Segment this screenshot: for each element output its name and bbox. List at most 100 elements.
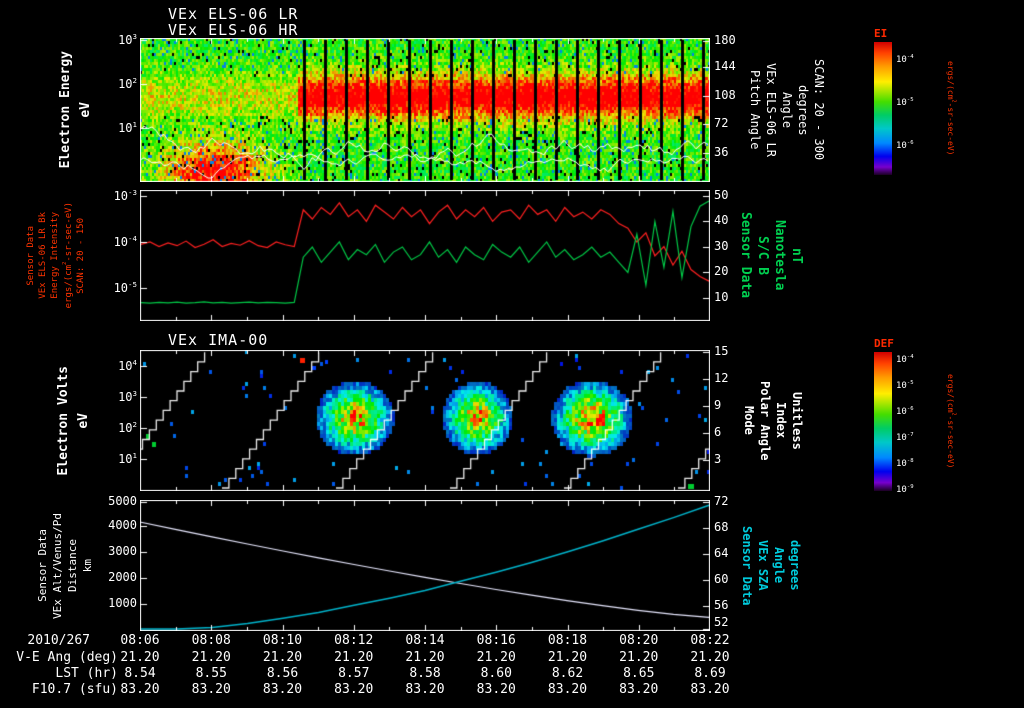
els-left-axis-label-line: Electron Energy <box>58 51 73 169</box>
footer-value: 83.20 <box>547 682 588 697</box>
footer-value: 8.57 <box>338 666 370 681</box>
alt-right-axis-tick: 60 <box>714 572 729 586</box>
ima-left-axis-label-line: eV <box>76 412 91 429</box>
alt-right-axis-label-line: Sensor Data <box>740 525 754 606</box>
time-label: 08:08 <box>191 633 231 648</box>
time-label: 08:10 <box>262 633 303 648</box>
footer-value: 83.20 <box>120 682 160 697</box>
els-right-axis-label-line: VEx ELS-06 LR <box>764 63 778 157</box>
xaxis-date: 2010/267 <box>27 633 90 648</box>
mag-left-axis-label-line: Energy Intensity <box>50 212 60 299</box>
alt-right-axis-tick: 56 <box>714 598 729 612</box>
footer-value: 8.56 <box>266 666 299 681</box>
footer-value: 21.20 <box>547 650 588 665</box>
els-left-axis-label-line: eV <box>78 102 93 118</box>
els-colorbar-title: EI <box>874 27 888 40</box>
title-ima: VEx IMA-00 <box>168 331 269 349</box>
footer-value: 8.54 <box>124 666 156 681</box>
footer-value: 21.20 <box>120 650 160 665</box>
mag-right-axis-tick: 40 <box>714 213 729 227</box>
mag-left-axis-label-line: Sensor Data <box>26 225 36 286</box>
alt-left-axis-label-line: Distance <box>66 539 79 592</box>
els-left-axis-tick: 103 <box>118 32 137 47</box>
ima-right-axis-label: Mode Polar Angle Index Unitless <box>742 350 804 491</box>
title-els-lr: VEx ELS-06 LR <box>168 5 299 23</box>
ima-left-axis-tick: 102 <box>118 420 137 435</box>
footer-value: 8.55 <box>195 666 227 681</box>
els-spectrogram-canvas <box>140 38 710 182</box>
ima-colorbar-tick: 10-5 <box>896 380 914 391</box>
footer-value: 21.20 <box>191 650 231 665</box>
footer-value: 21.20 <box>690 650 730 665</box>
footer-value: 21.20 <box>262 650 303 665</box>
mag-right-axis-tick: 10 <box>714 290 729 304</box>
els-right-axis-tick: 108 <box>714 88 736 102</box>
ima-spectrogram-canvas <box>140 350 710 491</box>
els-right-axis-label-line: degrees <box>796 84 810 136</box>
footer-value: 8.65 <box>623 666 655 681</box>
els-colorbar-tick: 10-5 <box>896 97 914 108</box>
footer-value: 21.20 <box>334 650 374 665</box>
footer-value: 83.20 <box>476 682 516 697</box>
ima-right-axis-tick: 9 <box>714 398 722 412</box>
ima-colorbar-title: DEF <box>874 337 894 350</box>
mag-right-axis-tick: 20 <box>714 264 729 278</box>
alt-right-axis-tick: 64 <box>714 546 729 560</box>
els-right-axis-label-line: Pitch Angle <box>748 70 762 150</box>
mag-right-axis-label: Sensor Data S/C B Nanotesla nT <box>738 190 804 321</box>
ima-left-axis-tick: 101 <box>118 451 137 466</box>
footer-value: 83.20 <box>334 682 374 697</box>
ima-colorbar-tick: 10-9 <box>896 484 914 495</box>
els-left-axis-tick: 102 <box>118 76 137 91</box>
ima-colorbar-tick: 10-7 <box>896 432 914 443</box>
title-els-hr: VEx ELS-06 HR <box>168 21 299 39</box>
time-label: 08:18 <box>547 633 588 648</box>
footer-value: 21.20 <box>619 650 659 665</box>
ima-left-axis-label: Electron Volts eV <box>56 350 91 491</box>
mag-left-axis-label-line: VEx ELS-06 LR Bk <box>38 212 48 299</box>
ima-colorbar <box>874 352 892 491</box>
mag-right-axis-label-line: nT <box>789 247 804 264</box>
alt-right-axis-tick: 72 <box>714 494 729 508</box>
footer-value: 83.20 <box>690 682 730 697</box>
ima-right-axis-label-line: Polar Angle <box>758 380 772 461</box>
ima-right-axis-label-line: Unitless <box>790 391 804 450</box>
ima-colorbar-tick: 10-4 <box>896 354 914 365</box>
alt-right-axis-tick: 52 <box>714 615 729 629</box>
els-right-axis-tick: 144 <box>714 59 736 73</box>
alt-left-axis-tick: 2000 <box>108 570 137 584</box>
els-left-axis-label: Electron Energy eV <box>58 38 93 182</box>
alt-left-axis-label: Sensor Data VEx Alt/Venus/Pd Distance km <box>36 500 94 631</box>
alt-left-axis-label-line: Sensor Data <box>36 529 49 602</box>
footer-value: 8.62 <box>551 666 584 681</box>
mag-right-axis-label-line: Sensor Data <box>738 212 753 299</box>
alt-right-axis-label-line: Angle <box>772 547 786 584</box>
ima-left-axis-tick: 104 <box>118 358 137 373</box>
mag-left-axis-tick: 10-4 <box>113 234 137 249</box>
ima-right-axis-tick: 15 <box>714 344 729 358</box>
time-label: 08:16 <box>476 633 516 648</box>
els-left-axis-tick: 101 <box>118 120 137 135</box>
ima-colorbar-tick: 10-8 <box>896 458 914 469</box>
ima-right-axis-label-line: Index <box>774 402 788 439</box>
footer-value: 83.20 <box>262 682 303 697</box>
footer-value: 21.20 <box>476 650 516 665</box>
ima-colorbar-tick: 10-6 <box>896 406 914 417</box>
els-right-axis-tick: 36 <box>714 145 729 159</box>
mag-left-axis-tick: 10-5 <box>113 280 137 295</box>
alt-left-axis-tick: 1000 <box>108 596 137 610</box>
mag-right-axis-tick: 50 <box>714 188 729 202</box>
mag-right-axis-tick: 30 <box>714 239 729 253</box>
ima-left-axis-label-line: Electron Volts <box>56 365 71 476</box>
mag-left-axis-tick: 10-3 <box>113 188 137 203</box>
footer-value: 83.20 <box>405 682 445 697</box>
alt-left-axis-label-line: km <box>81 558 94 573</box>
els-colorbar-unit: ergs/(cm2-sr-sec-eV) <box>946 42 957 175</box>
alt-right-axis-label: Sensor Data VEx SZA Angle degrees <box>740 500 802 631</box>
els-right-axis-label-line: SCAN: 20 - 300 <box>812 59 826 161</box>
altitude-sza-chart-canvas <box>140 500 710 631</box>
els-right-axis-tick: 72 <box>714 116 729 130</box>
ima-right-axis-tick: 3 <box>714 452 722 466</box>
ima-colorbar-unit: ergs/(cm2-sr-sec-eV) <box>946 352 957 491</box>
